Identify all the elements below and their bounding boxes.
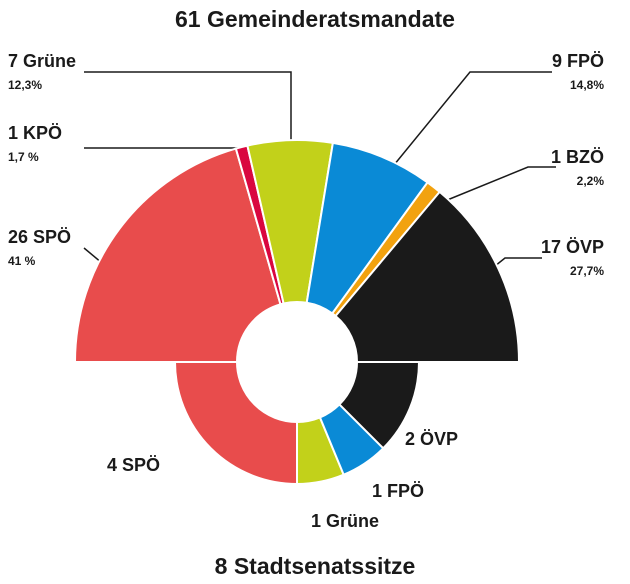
data-label: 1 BZÖ <box>551 147 604 167</box>
wedge <box>173 361 298 486</box>
percent-label: 2,2% <box>577 174 605 188</box>
party-name: Grüne <box>326 511 379 531</box>
party-name: ÖVP <box>420 429 458 449</box>
percent-label: 27,7% <box>570 264 604 278</box>
party-name: Grüne <box>23 51 76 71</box>
chart-title: 61 Gemeinderatsmandate <box>175 6 455 32</box>
wedge <box>334 190 521 363</box>
leader-line <box>84 71 292 160</box>
seat-count: 17 <box>541 237 561 257</box>
wedge <box>73 147 282 363</box>
party-name: BZÖ <box>566 147 604 167</box>
seat-count: 2 <box>405 429 415 449</box>
seat-count: 1 <box>8 123 18 143</box>
party-name: ÖVP <box>566 237 604 257</box>
data-label: 17 ÖVP <box>541 237 604 257</box>
chart-title: 8 Stadtsenatssitze <box>215 553 416 579</box>
percent-label: 41 % <box>8 254 36 268</box>
data-label: 7 Grüne <box>8 51 76 71</box>
percent-label: 12,3% <box>8 78 42 92</box>
data-label: 2 ÖVP <box>405 429 458 449</box>
party-name: KPÖ <box>23 123 62 143</box>
seat-count: 1 <box>551 147 561 167</box>
seat-count: 9 <box>552 51 562 71</box>
seat-count: 1 <box>311 511 321 531</box>
data-label: 1 Grüne <box>311 511 379 531</box>
party-name: SPÖ <box>33 227 71 247</box>
seat-count: 1 <box>372 481 382 501</box>
data-label: 26 SPÖ <box>8 227 71 247</box>
data-label: 9 FPÖ <box>552 51 604 71</box>
data-label: 1 FPÖ <box>372 481 424 501</box>
leader-lines <box>83 71 556 287</box>
party-name: FPÖ <box>387 481 424 501</box>
party-name: SPÖ <box>122 455 160 475</box>
data-label: 4 SPÖ <box>107 455 160 475</box>
leader-line <box>384 71 552 177</box>
percent-label: 1,7 % <box>8 150 39 164</box>
data-label: 1 KPÖ <box>8 123 62 143</box>
seat-count: 26 <box>8 227 28 247</box>
party-name: FPÖ <box>567 51 604 71</box>
wedge <box>338 361 421 450</box>
percent-label: 14,8% <box>570 78 604 92</box>
leader-line <box>434 166 556 206</box>
seat-count: 7 <box>8 51 18 71</box>
seat-count: 4 <box>107 455 117 475</box>
